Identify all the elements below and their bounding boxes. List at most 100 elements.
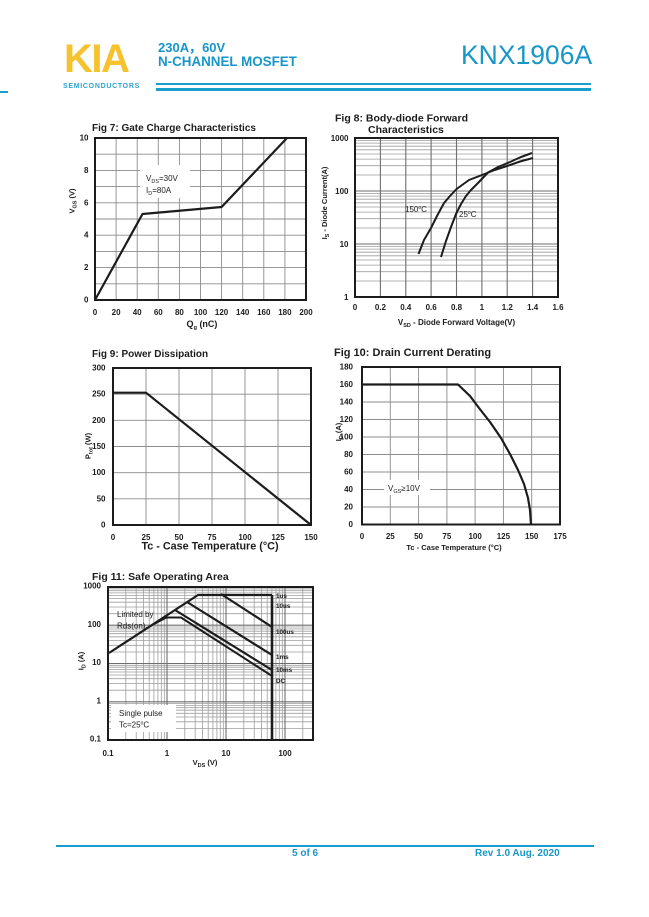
svg-text:300: 300 (92, 364, 106, 373)
svg-text:125: 125 (497, 532, 511, 541)
svg-text:50: 50 (414, 532, 423, 541)
svg-text:100: 100 (238, 533, 252, 542)
svg-text:10us: 10us (276, 603, 291, 610)
svg-text:Qg (nC): Qg (nC) (187, 319, 218, 331)
svg-text:25: 25 (142, 533, 151, 542)
svg-text:10: 10 (340, 240, 349, 249)
svg-text:175: 175 (553, 532, 567, 541)
svg-text:140: 140 (340, 398, 354, 407)
svg-text:150: 150 (304, 533, 318, 542)
svg-text:150: 150 (92, 442, 106, 451)
svg-text:60: 60 (344, 468, 353, 477)
svg-text:40: 40 (344, 485, 353, 494)
svg-text:120: 120 (340, 415, 354, 424)
svg-text:50: 50 (97, 494, 106, 503)
svg-text:8: 8 (84, 166, 89, 175)
svg-text:250: 250 (92, 390, 106, 399)
svg-text:ID=80A: ID=80A (146, 186, 172, 197)
svg-text:150oC: 150oC (405, 205, 427, 214)
svg-text:180: 180 (278, 308, 292, 317)
svg-text:80: 80 (344, 450, 353, 459)
svg-text:100: 100 (278, 749, 292, 758)
svg-text:10: 10 (92, 658, 101, 667)
svg-text:10: 10 (80, 134, 89, 143)
svg-text:6: 6 (84, 198, 89, 207)
svg-text:DC: DC (276, 678, 286, 685)
svg-text:Single pulse: Single pulse (119, 709, 163, 718)
svg-text:1: 1 (480, 303, 485, 312)
svg-text:40: 40 (133, 308, 142, 317)
svg-text:2: 2 (84, 263, 89, 272)
svg-text:0.1: 0.1 (102, 749, 114, 758)
svg-text:10ms: 10ms (276, 667, 293, 674)
svg-text:10: 10 (222, 749, 231, 758)
svg-text:60: 60 (154, 308, 163, 317)
svg-text:100: 100 (92, 468, 106, 477)
svg-text:Fig 7: Gate Charge Characteris: Fig 7: Gate Charge Characteristics (92, 123, 256, 134)
svg-text:75: 75 (442, 532, 451, 541)
svg-text:50: 50 (175, 533, 184, 542)
svg-text:Fig 8: Body-diode Forward: Fig 8: Body-diode Forward (335, 113, 468, 125)
svg-text:1us: 1us (276, 593, 287, 600)
svg-text:VSD - Diode Forward Voltage(V): VSD - Diode Forward Voltage(V) (398, 318, 516, 329)
svg-text:0: 0 (93, 308, 98, 317)
svg-text:100: 100 (340, 433, 354, 442)
svg-text:0.2: 0.2 (375, 303, 387, 312)
svg-text:0.1: 0.1 (90, 735, 102, 744)
svg-text:Fig 11: Safe Operating Area: Fig 11: Safe Operating Area (92, 571, 229, 583)
svg-text:180: 180 (340, 363, 354, 372)
svg-text:75: 75 (208, 533, 217, 542)
svg-text:1.2: 1.2 (502, 303, 514, 312)
svg-text:20: 20 (112, 308, 121, 317)
svg-text:1000: 1000 (331, 134, 349, 143)
svg-text:160: 160 (257, 308, 271, 317)
svg-text:Rds(on): Rds(on) (117, 622, 146, 631)
svg-text:25oC: 25oC (459, 210, 477, 219)
svg-text:100: 100 (335, 187, 349, 196)
svg-text:Tc - Case Temperature (°C): Tc - Case Temperature (°C) (141, 541, 279, 553)
svg-text:0.8: 0.8 (451, 303, 463, 312)
svg-text:Fig 9: Power Dissipation: Fig 9: Power Dissipation (92, 349, 208, 360)
svg-text:0: 0 (111, 533, 116, 542)
svg-text:100: 100 (468, 532, 482, 541)
svg-text:1: 1 (97, 696, 102, 705)
svg-text:0: 0 (353, 303, 358, 312)
svg-text:VDS=30V: VDS=30V (146, 174, 179, 185)
svg-text:1.6: 1.6 (552, 303, 564, 312)
svg-text:160: 160 (340, 380, 354, 389)
svg-text:1.4: 1.4 (527, 303, 539, 312)
svg-text:ID (A): ID (A) (334, 422, 345, 441)
svg-text:125: 125 (271, 533, 285, 542)
svg-text:Tc=25oC: Tc=25oC (119, 721, 149, 730)
svg-text:ID (A): ID (A) (77, 651, 88, 670)
svg-text:IS - Diode Current(A): IS - Diode Current(A) (320, 166, 331, 239)
svg-text:Tc - Case Temperature (°C): Tc - Case Temperature (°C) (406, 543, 502, 552)
svg-text:1: 1 (165, 749, 170, 758)
svg-text:150: 150 (525, 532, 539, 541)
svg-text:VGS (V): VGS (V) (68, 188, 79, 214)
svg-text:0: 0 (360, 532, 365, 541)
svg-text:0.6: 0.6 (426, 303, 438, 312)
svg-text:0: 0 (84, 296, 89, 305)
svg-text:Characteristics: Characteristics (368, 124, 444, 136)
svg-text:1ms: 1ms (276, 654, 289, 661)
svg-text:1: 1 (344, 293, 349, 302)
svg-text:200: 200 (92, 416, 106, 425)
svg-text:80: 80 (175, 308, 184, 317)
svg-text:200: 200 (299, 308, 313, 317)
svg-text:100: 100 (194, 308, 208, 317)
svg-text:VDS (V): VDS (V) (193, 758, 218, 769)
svg-text:140: 140 (236, 308, 250, 317)
svg-text:100: 100 (88, 620, 102, 629)
svg-text:120: 120 (215, 308, 229, 317)
svg-text:4: 4 (84, 231, 89, 240)
svg-text:Fig 10: Drain Current Derating: Fig 10: Drain Current Derating (334, 347, 491, 359)
svg-text:100us: 100us (276, 629, 294, 636)
svg-text:Limited by: Limited by (117, 610, 153, 619)
svg-text:0: 0 (349, 520, 354, 529)
svg-text:20: 20 (344, 503, 353, 512)
svg-text:25: 25 (386, 532, 395, 541)
svg-text:VGS≥10V: VGS≥10V (388, 484, 421, 495)
svg-text:0.4: 0.4 (400, 303, 412, 312)
svg-text:Ptot (W): Ptot (W) (84, 432, 95, 459)
